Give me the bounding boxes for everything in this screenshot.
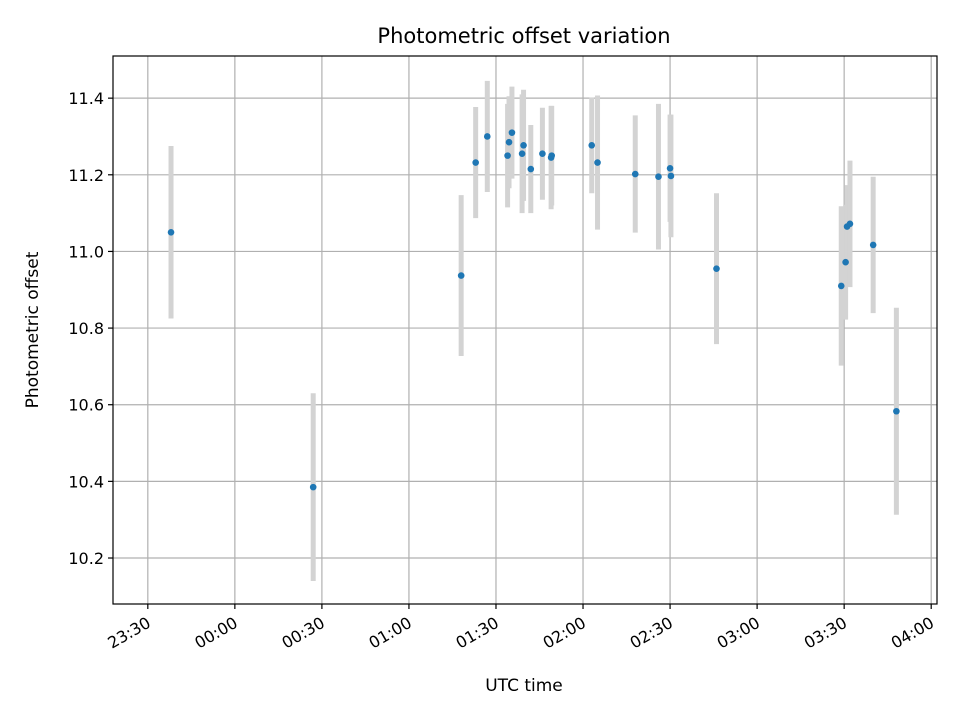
data-point (457, 272, 465, 279)
y-tick-label: 10.2 (68, 549, 104, 568)
x-tick-label: 01:30 (453, 613, 502, 653)
data-point (309, 483, 317, 491)
x-tick-label: 00:30 (278, 613, 327, 653)
data-point (588, 141, 596, 149)
data-points (167, 129, 900, 491)
y-tick-label: 11.2 (68, 166, 104, 185)
data-point (504, 152, 511, 159)
data-point (508, 129, 516, 136)
data-point (539, 150, 546, 158)
data-point (505, 138, 513, 146)
y-tick-label: 10.4 (68, 472, 104, 491)
data-point (667, 172, 675, 180)
x-tick-label: 02:30 (627, 613, 676, 653)
data-point (655, 173, 662, 181)
data-point (167, 228, 175, 236)
y-axis-label: Photometric offset (23, 251, 43, 408)
data-point (483, 133, 491, 140)
chart-title: Photometric offset variation (377, 24, 670, 48)
data-point (713, 265, 720, 272)
x-tick-label: 02:00 (540, 613, 589, 653)
y-tick-label: 10.8 (68, 319, 104, 338)
data-point (472, 159, 479, 166)
error-bars (168, 80, 899, 582)
data-point (527, 165, 535, 173)
data-point (520, 141, 527, 149)
x-tick-label: 23:30 (104, 613, 153, 653)
data-point (594, 159, 601, 166)
data-point (548, 152, 555, 159)
y-tick-label: 10.6 (68, 396, 104, 415)
data-point (837, 282, 845, 290)
data-point (666, 164, 674, 172)
data-point (842, 258, 849, 266)
y-tick-label: 11.4 (68, 89, 104, 108)
data-point (893, 407, 900, 415)
data-point (518, 150, 526, 158)
data-point (631, 170, 639, 178)
x-tick-label: 03:00 (714, 613, 763, 653)
x-tick-label: 00:00 (191, 613, 240, 653)
data-point (869, 241, 877, 249)
plot-frame (112, 55, 938, 605)
x-axis-label: UTC time (485, 676, 563, 696)
data-point (846, 220, 854, 228)
x-axis-ticks: 23:30 00:00 00:30 01:00 01:30 02:00 02:30 03:00… (104, 604, 937, 653)
x-tick-label: 01:00 (366, 613, 415, 653)
y-axis-ticks: 10.2 10.4 10.6 10.8 11.0 11.2 11.4 (68, 89, 113, 568)
x-tick-label: 04:00 (888, 613, 937, 653)
x-tick-label: 03:30 (801, 613, 850, 653)
y-tick-label: 11.0 (68, 242, 104, 261)
